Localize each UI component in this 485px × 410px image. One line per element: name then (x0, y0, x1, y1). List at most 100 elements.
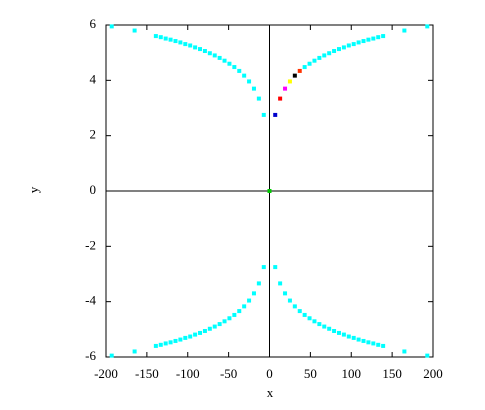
point (267, 189, 272, 193)
point (178, 337, 183, 342)
point (327, 51, 332, 56)
point (283, 86, 288, 91)
point (132, 349, 137, 354)
point (425, 353, 430, 358)
point (163, 36, 168, 41)
x-tick-label: -200 (94, 366, 118, 381)
point (109, 24, 114, 29)
point (247, 79, 252, 84)
point (351, 335, 356, 340)
point (242, 73, 247, 78)
point (283, 291, 288, 296)
x-tick-label: -50 (220, 366, 237, 381)
y-tick-label: -4 (85, 293, 96, 308)
point (312, 58, 317, 63)
point (273, 112, 278, 117)
point (193, 332, 198, 337)
point (198, 330, 203, 335)
point (212, 53, 217, 58)
point (188, 334, 193, 339)
point (361, 39, 366, 44)
point (227, 316, 232, 321)
point (322, 324, 327, 329)
point (242, 304, 247, 309)
point (361, 338, 366, 343)
y-tick-label: -2 (85, 237, 96, 252)
point (366, 37, 371, 42)
point (261, 265, 266, 270)
y-tick-label: 2 (90, 127, 97, 142)
point (351, 42, 356, 47)
x-axis-label: x (267, 385, 274, 400)
point (371, 341, 376, 346)
point (302, 312, 307, 317)
point (251, 291, 256, 296)
point (336, 47, 341, 52)
point (256, 96, 261, 101)
point (237, 309, 242, 314)
point (278, 96, 283, 101)
point (217, 322, 222, 327)
point (173, 338, 178, 343)
point (158, 35, 163, 40)
point (237, 68, 242, 73)
point (247, 298, 252, 303)
point (207, 51, 212, 56)
point (402, 349, 407, 354)
point (307, 316, 312, 321)
point (178, 40, 183, 45)
y-tick-label: 4 (90, 71, 97, 86)
point (153, 34, 158, 39)
point (332, 328, 337, 333)
point (273, 265, 278, 270)
point (356, 337, 361, 342)
point (322, 53, 327, 58)
point (132, 28, 137, 33)
x-tick-label: -150 (135, 366, 159, 381)
point (261, 112, 266, 117)
point (168, 340, 173, 345)
point (346, 334, 351, 339)
x-tick-label: 150 (382, 366, 402, 381)
point (287, 79, 292, 84)
point (202, 328, 207, 333)
point (307, 61, 312, 66)
point (287, 298, 292, 303)
point (183, 335, 188, 340)
point (168, 37, 173, 42)
point (292, 304, 297, 309)
point (109, 353, 114, 358)
point (217, 55, 222, 60)
point (376, 342, 381, 347)
point (251, 86, 256, 91)
point (336, 330, 341, 335)
point (232, 312, 237, 317)
x-tick-label: 200 (423, 366, 443, 381)
point (222, 58, 227, 63)
point (222, 319, 227, 324)
point (356, 40, 361, 45)
point (292, 73, 297, 78)
point (188, 43, 193, 48)
point (227, 61, 232, 66)
point (232, 65, 237, 70)
point (202, 49, 207, 54)
point (381, 343, 386, 348)
x-tick-label: 100 (342, 366, 362, 381)
point (366, 340, 371, 345)
point (317, 322, 322, 327)
x-tick-label: 0 (266, 366, 273, 381)
point (163, 341, 168, 346)
y-tick-label: 6 (90, 16, 97, 31)
point (153, 343, 158, 348)
point (183, 42, 188, 47)
point (425, 24, 430, 29)
point (158, 342, 163, 347)
point (317, 55, 322, 60)
point (278, 281, 283, 286)
point (297, 309, 302, 314)
point (207, 326, 212, 331)
point (212, 324, 217, 329)
x-tick-label: -100 (176, 366, 200, 381)
